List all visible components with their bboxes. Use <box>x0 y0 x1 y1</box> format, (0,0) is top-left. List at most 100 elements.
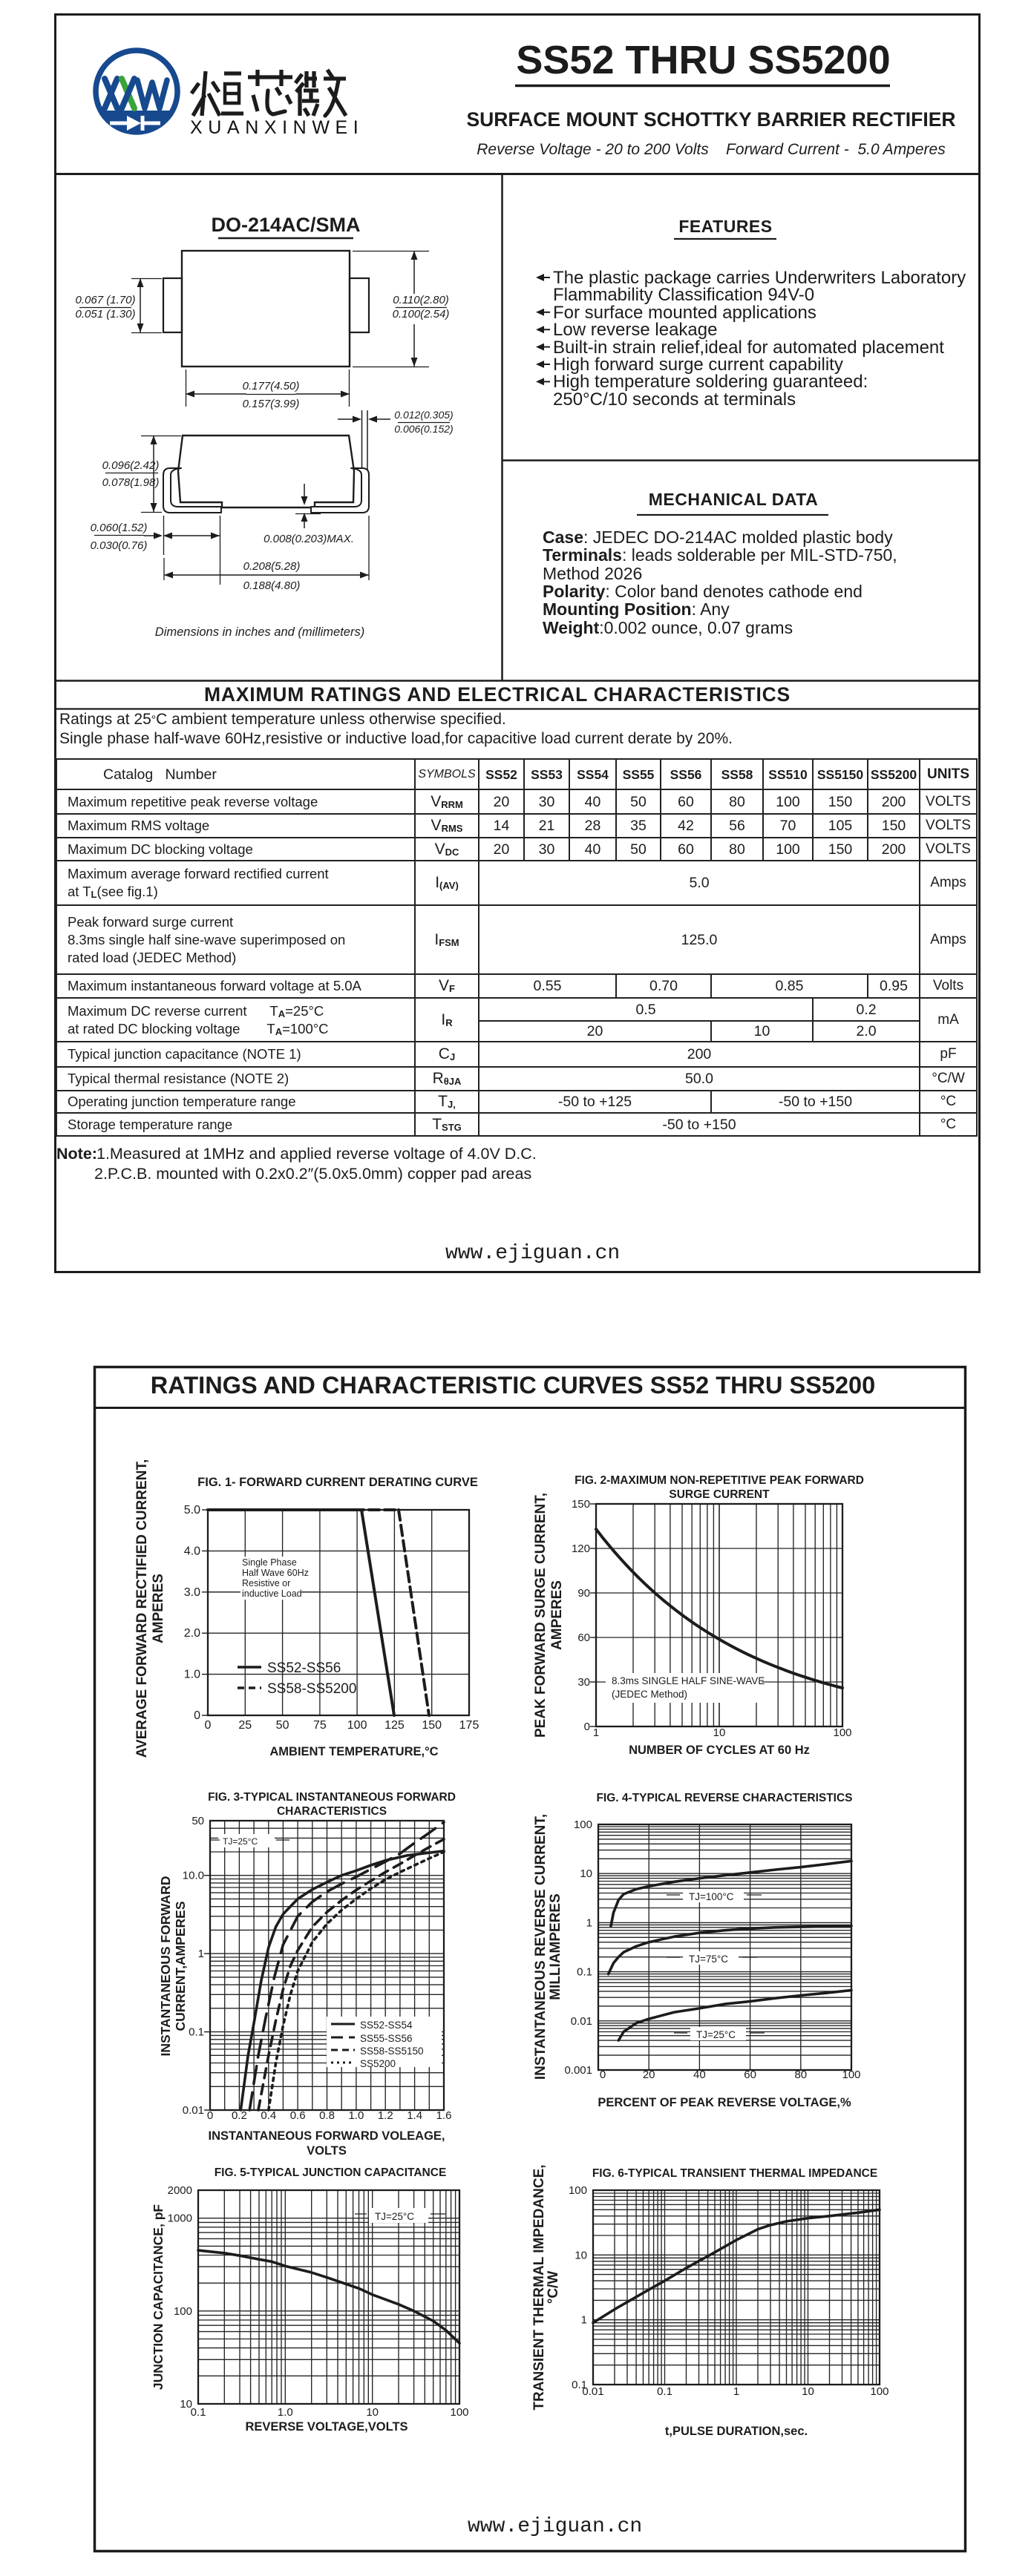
svg-text:10: 10 <box>575 2249 587 2261</box>
svg-text:FIG. 5-TYPICAL JUNCTION CAPACI: FIG. 5-TYPICAL JUNCTION CAPACITANCE <box>215 2166 447 2179</box>
svg-text:SS55-SS56: SS55-SS56 <box>360 2033 413 2044</box>
svg-text:1: 1 <box>733 2385 739 2398</box>
svg-text:150: 150 <box>572 1498 590 1511</box>
svg-text:125: 125 <box>384 1719 405 1732</box>
svg-text:50: 50 <box>192 1815 204 1827</box>
svg-text:0.8: 0.8 <box>319 2109 335 2122</box>
svg-text:1.4: 1.4 <box>407 2109 422 2122</box>
svg-text:25: 25 <box>238 1719 252 1732</box>
svg-text:CHARACTERISTICS: CHARACTERISTICS <box>277 1805 387 1818</box>
svg-text:0: 0 <box>194 1709 200 1722</box>
svg-text:0.1: 0.1 <box>657 2385 672 2398</box>
svg-text:0.1: 0.1 <box>572 2379 587 2391</box>
svg-text:100: 100 <box>450 2406 468 2419</box>
svg-text:inductive Load: inductive Load <box>242 1588 302 1599</box>
svg-text:JUNCTION CAPACITANCE, pF: JUNCTION CAPACITANCE, pF <box>151 2204 166 2390</box>
svg-text:0.008(0.203)MAX.: 0.008(0.203)MAX. <box>264 533 354 545</box>
svg-text:0.4: 0.4 <box>261 2109 276 2122</box>
svg-text:FIG. 4-TYPICAL REVERSE CHARACT: FIG. 4-TYPICAL REVERSE CHARACTERISTICS <box>596 1792 852 1804</box>
svg-text:4.0: 4.0 <box>184 1545 200 1557</box>
svg-text:75: 75 <box>313 1719 327 1732</box>
svg-text:CURRENT,AMPERES: CURRENT,AMPERES <box>173 1901 188 2031</box>
svg-text:MILLIAMPERES: MILLIAMPERES <box>548 1893 563 2000</box>
svg-text:0.2: 0.2 <box>232 2109 247 2122</box>
svg-text:0.078(1.98): 0.078(1.98) <box>102 476 160 489</box>
svg-text:INSTANTANEOUS FORWARD: INSTANTANEOUS FORWARD <box>158 1876 173 2056</box>
svg-text:100: 100 <box>574 1818 592 1831</box>
svg-text:0.096(2.42): 0.096(2.42) <box>102 459 160 472</box>
svg-text:PEAK FORWARD SURGE CURRENT,: PEAK FORWARD SURGE CURRENT, <box>533 1493 549 1738</box>
svg-text:1.0: 1.0 <box>278 2406 293 2419</box>
svg-text:0.001: 0.001 <box>564 2064 592 2077</box>
svg-text:0.060(1.52): 0.060(1.52) <box>91 522 148 534</box>
svg-text:0: 0 <box>600 2069 606 2081</box>
svg-text:90: 90 <box>577 1587 590 1600</box>
svg-text:0: 0 <box>207 2109 213 2122</box>
svg-text:0: 0 <box>584 1721 590 1733</box>
svg-text:FIG. 6-TYPICAL TRANSIENT THERM: FIG. 6-TYPICAL TRANSIENT THERMAL IMPEDAN… <box>592 2167 877 2180</box>
svg-text:120: 120 <box>572 1542 590 1555</box>
svg-text:1000: 1000 <box>168 2212 192 2225</box>
svg-text:Resistive or: Resistive or <box>242 1578 290 1588</box>
svg-text:0.6: 0.6 <box>290 2109 306 2122</box>
svg-text:1.0: 1.0 <box>184 1669 200 1681</box>
svg-text:0.012(0.305): 0.012(0.305) <box>394 409 453 421</box>
svg-text:Dimensions in inches and (mill: Dimensions in inches and (millimeters) <box>155 625 364 639</box>
svg-text:100: 100 <box>870 2385 888 2398</box>
svg-text:2.0: 2.0 <box>184 1627 200 1640</box>
svg-text:60: 60 <box>577 1632 590 1644</box>
svg-text:8.3ms SINGLE HALF SINE-WAVE: 8.3ms SINGLE HALF SINE-WAVE <box>612 1675 765 1686</box>
svg-text:0.208(5.28): 0.208(5.28) <box>243 560 301 573</box>
svg-text:0.157(3.99): 0.157(3.99) <box>243 398 300 410</box>
svg-text:0.067 (1.70): 0.067 (1.70) <box>76 294 136 306</box>
svg-text:SS58-SS5150: SS58-SS5150 <box>360 2046 424 2057</box>
svg-text:FIG. 2-MAXIMUM NON-REPETITIVE: FIG. 2-MAXIMUM NON-REPETITIVE PEAK FORWA… <box>575 1474 864 1487</box>
svg-text:SS5200: SS5200 <box>360 2058 396 2069</box>
svg-text:10: 10 <box>366 2406 379 2419</box>
svg-text:30: 30 <box>577 1676 590 1689</box>
svg-text:10: 10 <box>713 1726 726 1739</box>
svg-text:SS52-SS56: SS52-SS56 <box>267 1660 341 1676</box>
svg-text:SS58-SS5200: SS58-SS5200 <box>267 1681 356 1697</box>
svg-text:0.110(2.80): 0.110(2.80) <box>393 294 449 306</box>
svg-text:AVERAGE FORWARD RECTIFIED CURR: AVERAGE FORWARD RECTIFIED CURRENT, <box>134 1459 150 1758</box>
svg-text:0.01: 0.01 <box>582 2385 603 2398</box>
svg-text:FIG. 1- FORWARD CURRENT DERATI: FIG. 1- FORWARD CURRENT DERATING CURVE <box>197 1476 478 1489</box>
svg-text:100: 100 <box>569 2184 587 2197</box>
svg-text:Half Wave 60Hz: Half Wave 60Hz <box>242 1568 309 1578</box>
svg-text:5.0: 5.0 <box>184 1504 200 1517</box>
svg-text:1.6: 1.6 <box>436 2109 452 2122</box>
svg-text:60: 60 <box>744 2069 756 2081</box>
svg-text:150: 150 <box>422 1719 442 1732</box>
svg-text:TRANSIENT THERMAL IMPEDANCE,: TRANSIENT THERMAL IMPEDANCE, <box>531 2164 547 2410</box>
svg-text:REVERSE VOLTAGE,VOLTS: REVERSE VOLTAGE,VOLTS <box>245 2420 408 2434</box>
svg-text:(JEDEC Method): (JEDEC Method) <box>612 1689 687 1700</box>
svg-text:SURGE CURRENT: SURGE CURRENT <box>669 1488 770 1501</box>
svg-text:0.051 (1.30): 0.051 (1.30) <box>76 308 136 321</box>
svg-text:100: 100 <box>174 2305 192 2318</box>
svg-text:VOLTS: VOLTS <box>307 2144 347 2158</box>
svg-text:0.1: 0.1 <box>189 2026 204 2039</box>
svg-text:2000: 2000 <box>168 2184 192 2197</box>
svg-text:1.0: 1.0 <box>348 2109 364 2122</box>
svg-text:1: 1 <box>586 1916 592 1929</box>
svg-text:°C/W: °C/W <box>546 2271 561 2304</box>
svg-text:t,PULSE DURATION,sec.: t,PULSE DURATION,sec. <box>665 2425 808 2438</box>
svg-text:TJ=25°C: TJ=25°C <box>223 1836 258 1847</box>
svg-text:10: 10 <box>802 2385 814 2398</box>
svg-text:10.0: 10.0 <box>183 1870 204 1882</box>
svg-text:1: 1 <box>593 1726 599 1739</box>
svg-text:0.177(4.50): 0.177(4.50) <box>243 380 300 392</box>
svg-text:10: 10 <box>180 2398 192 2411</box>
svg-text:SS52-SS54: SS52-SS54 <box>360 2020 413 2031</box>
svg-text:FIG. 3-TYPICAL INSTANTANEOUS F: FIG. 3-TYPICAL INSTANTANEOUS FORWARD <box>208 1791 456 1804</box>
svg-text:0.030(0.76): 0.030(0.76) <box>91 539 148 552</box>
svg-text:TJ=100°C: TJ=100°C <box>689 1891 734 1902</box>
svg-text:10: 10 <box>580 1867 592 1880</box>
svg-text:50: 50 <box>276 1719 289 1732</box>
svg-text:80: 80 <box>794 2069 807 2081</box>
svg-text:100: 100 <box>833 1726 851 1739</box>
svg-text:100: 100 <box>347 1719 367 1732</box>
svg-text:1: 1 <box>198 1948 204 1960</box>
svg-text:Single Phase: Single Phase <box>242 1557 297 1568</box>
